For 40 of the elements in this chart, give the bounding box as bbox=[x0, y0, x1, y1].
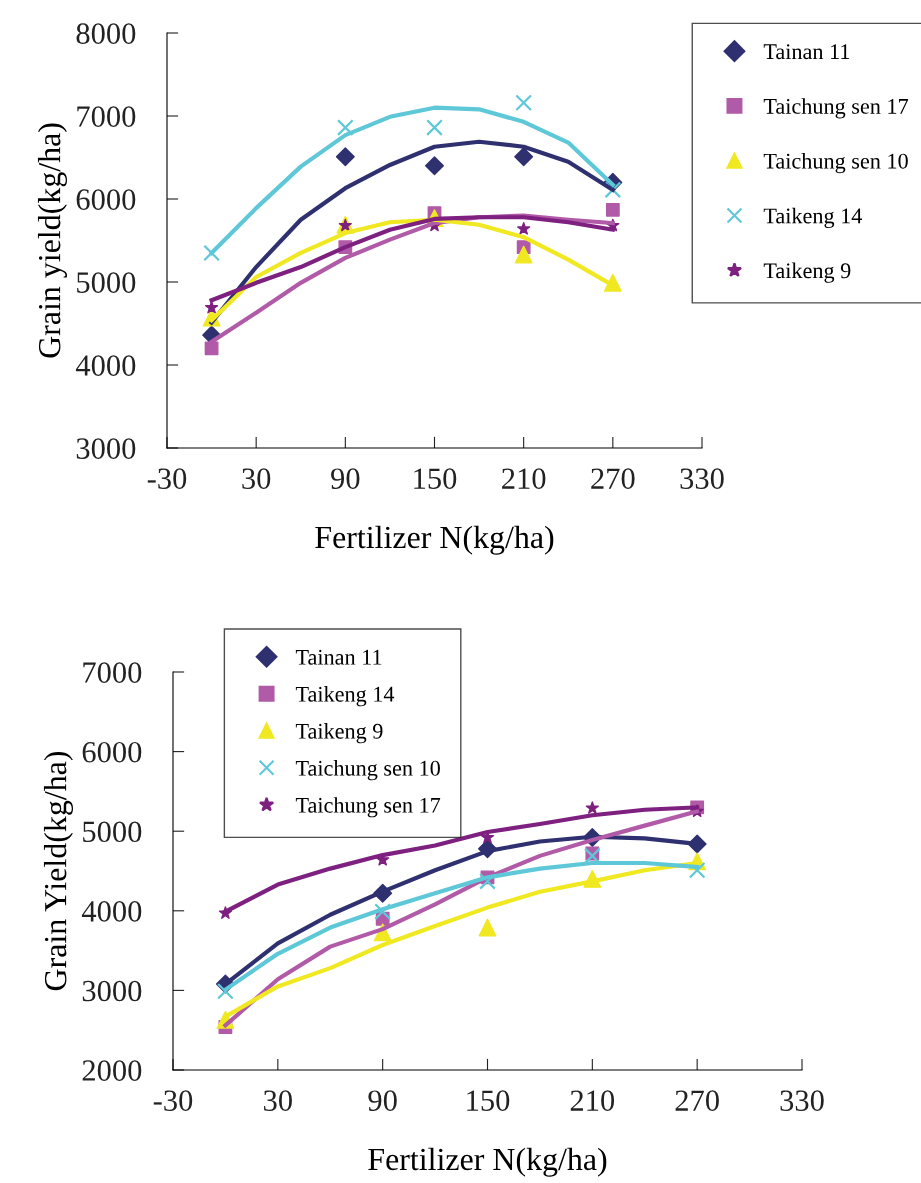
legend-label: Taichung sen 17 bbox=[295, 797, 441, 818]
legend-label: Taikeng 9 bbox=[295, 723, 383, 744]
y-axis-title: Grain yield(kg/ha) bbox=[37, 123, 67, 358]
y-tick-label: 8000 bbox=[76, 23, 136, 44]
y-tick-label: 7000 bbox=[77, 106, 136, 127]
x-tick-label: 330 bbox=[780, 1090, 824, 1111]
y-tick-label: 5000 bbox=[77, 272, 136, 293]
x-tick-label: 30 bbox=[242, 468, 271, 489]
legend-label: Taikeng 14 bbox=[295, 686, 395, 707]
x-tick-label: 150 bbox=[414, 468, 457, 489]
y-tick-label: 7000 bbox=[83, 662, 142, 683]
y-tick-label: 5000 bbox=[83, 821, 142, 843]
x-axis-title: Fertilizer N(kg/ha) bbox=[315, 525, 554, 555]
x-axis-title: Fertilizer N(kg/ha) bbox=[368, 1147, 607, 1177]
x-tick-label: 90 bbox=[368, 1090, 397, 1111]
y-tick-label: 3000 bbox=[76, 438, 136, 459]
y-tick-label: 4000 bbox=[81, 901, 142, 922]
y-tick-label: 3000 bbox=[82, 980, 142, 1002]
legend-label: Taichung sen 10 bbox=[295, 760, 440, 781]
x-tick-label: 90 bbox=[331, 468, 360, 489]
legend-label: Tainan 11 bbox=[295, 649, 382, 665]
legend-label: Taichung sen 17 bbox=[763, 98, 909, 119]
x-tick-label: 210 bbox=[570, 1090, 615, 1111]
x-tick-label: 270 bbox=[675, 1090, 719, 1111]
legend-label: Taikeng 14 bbox=[763, 207, 863, 229]
legend-label: Taichung sen 10 bbox=[763, 153, 908, 174]
x-tick-label: 30 bbox=[264, 1090, 292, 1111]
legend-label: Taikeng 9 bbox=[763, 262, 851, 283]
x-tick-label: -30 bbox=[147, 468, 187, 489]
x-tick-label: 150 bbox=[467, 1090, 510, 1111]
x-tick-label: -30 bbox=[153, 1090, 193, 1111]
y-tick-label: 6000 bbox=[82, 741, 142, 763]
y-tick-label: 4000 bbox=[75, 355, 136, 376]
x-tick-label: 330 bbox=[680, 468, 724, 489]
y-tick-label: 2000 bbox=[82, 1060, 142, 1081]
legend-label: Tainan 11 bbox=[763, 44, 850, 60]
y-tick-label: 6000 bbox=[76, 189, 136, 210]
x-tick-label: 270 bbox=[591, 468, 635, 489]
y-axis-title: Grain Yield(kg/ha) bbox=[43, 751, 73, 991]
x-tick-label: 210 bbox=[502, 468, 546, 489]
